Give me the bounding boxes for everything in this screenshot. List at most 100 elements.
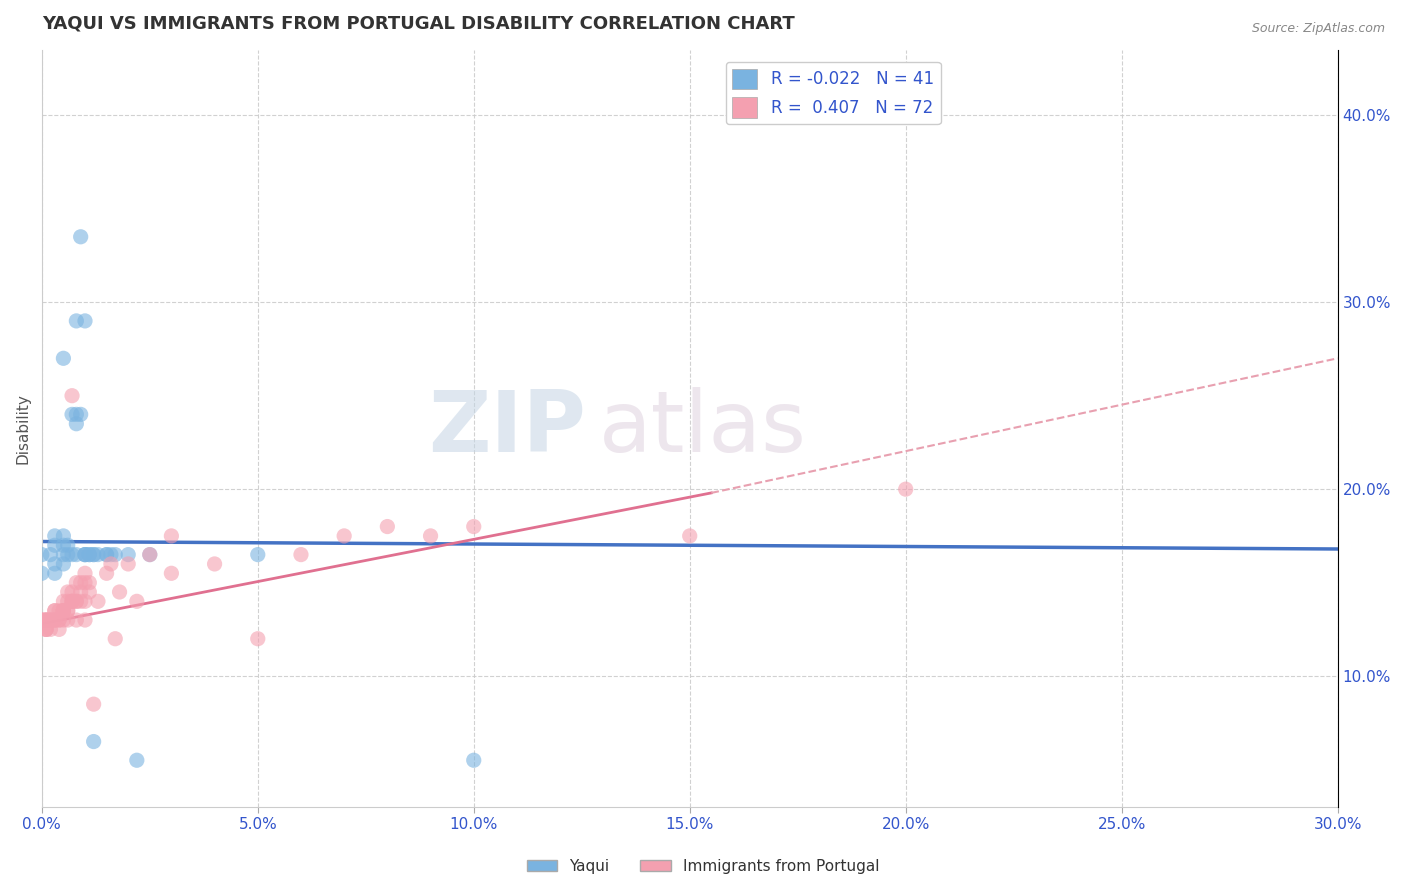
Point bbox=[48, 613, 70, 627]
Point bbox=[65, 594, 87, 608]
Point bbox=[139, 548, 162, 562]
Point bbox=[83, 734, 105, 748]
Point bbox=[48, 613, 70, 627]
Point bbox=[44, 613, 66, 627]
Point bbox=[56, 594, 79, 608]
Point bbox=[56, 585, 79, 599]
Point bbox=[52, 538, 75, 552]
Point bbox=[73, 314, 96, 328]
Point bbox=[100, 548, 122, 562]
Point bbox=[419, 529, 441, 543]
Point bbox=[377, 519, 399, 533]
Point bbox=[65, 314, 87, 328]
Point bbox=[31, 548, 53, 562]
Point bbox=[35, 613, 58, 627]
Point bbox=[60, 594, 83, 608]
Point bbox=[48, 623, 70, 637]
Point bbox=[96, 566, 118, 581]
Point bbox=[52, 548, 75, 562]
Point bbox=[139, 548, 162, 562]
Point bbox=[56, 613, 79, 627]
Point bbox=[56, 604, 79, 618]
Y-axis label: Disability: Disability bbox=[15, 393, 30, 464]
Point bbox=[31, 613, 53, 627]
Point bbox=[73, 548, 96, 562]
Text: atlas: atlas bbox=[599, 387, 807, 470]
Point bbox=[39, 623, 62, 637]
Point bbox=[100, 557, 122, 571]
Point bbox=[44, 613, 66, 627]
Point bbox=[35, 623, 58, 637]
Point bbox=[35, 613, 58, 627]
Point bbox=[52, 604, 75, 618]
Point bbox=[60, 594, 83, 608]
Point bbox=[104, 632, 127, 646]
Point bbox=[35, 623, 58, 637]
Point bbox=[56, 538, 79, 552]
Point bbox=[69, 594, 91, 608]
Point bbox=[44, 604, 66, 618]
Point bbox=[39, 613, 62, 627]
Point bbox=[44, 613, 66, 627]
Point bbox=[79, 575, 101, 590]
Point bbox=[79, 548, 101, 562]
Point bbox=[52, 594, 75, 608]
Point bbox=[83, 548, 105, 562]
Point bbox=[65, 594, 87, 608]
Point bbox=[96, 548, 118, 562]
Point bbox=[52, 613, 75, 627]
Point bbox=[333, 529, 356, 543]
Point bbox=[160, 529, 183, 543]
Point bbox=[65, 613, 87, 627]
Point bbox=[39, 613, 62, 627]
Point bbox=[44, 604, 66, 618]
Point bbox=[31, 613, 53, 627]
Point bbox=[79, 585, 101, 599]
Point bbox=[60, 389, 83, 403]
Point bbox=[56, 548, 79, 562]
Point bbox=[35, 613, 58, 627]
Point bbox=[246, 548, 269, 562]
Point bbox=[44, 538, 66, 552]
Point bbox=[463, 519, 485, 533]
Point bbox=[31, 566, 53, 581]
Point bbox=[39, 548, 62, 562]
Point bbox=[69, 408, 91, 422]
Point bbox=[104, 548, 127, 562]
Point bbox=[69, 575, 91, 590]
Point bbox=[69, 585, 91, 599]
Point bbox=[52, 351, 75, 366]
Point bbox=[87, 594, 110, 608]
Point bbox=[52, 557, 75, 571]
Point bbox=[73, 613, 96, 627]
Point bbox=[35, 623, 58, 637]
Point bbox=[65, 575, 87, 590]
Point bbox=[679, 529, 702, 543]
Point bbox=[463, 753, 485, 767]
Point bbox=[290, 548, 312, 562]
Point bbox=[125, 753, 148, 767]
Point bbox=[125, 594, 148, 608]
Point bbox=[73, 566, 96, 581]
Text: Source: ZipAtlas.com: Source: ZipAtlas.com bbox=[1251, 22, 1385, 36]
Point bbox=[65, 548, 87, 562]
Text: ZIP: ZIP bbox=[429, 387, 586, 470]
Point bbox=[73, 548, 96, 562]
Point bbox=[44, 557, 66, 571]
Text: YAQUI VS IMMIGRANTS FROM PORTUGAL DISABILITY CORRELATION CHART: YAQUI VS IMMIGRANTS FROM PORTUGAL DISABI… bbox=[42, 15, 794, 33]
Point bbox=[83, 548, 105, 562]
Point bbox=[44, 566, 66, 581]
Point bbox=[65, 408, 87, 422]
Point bbox=[60, 594, 83, 608]
Point bbox=[108, 585, 131, 599]
Point bbox=[48, 604, 70, 618]
Point bbox=[73, 575, 96, 590]
Point bbox=[246, 632, 269, 646]
Point bbox=[31, 613, 53, 627]
Point bbox=[44, 529, 66, 543]
Point bbox=[60, 548, 83, 562]
Point bbox=[160, 566, 183, 581]
Point bbox=[52, 604, 75, 618]
Point bbox=[56, 604, 79, 618]
Point bbox=[65, 417, 87, 431]
